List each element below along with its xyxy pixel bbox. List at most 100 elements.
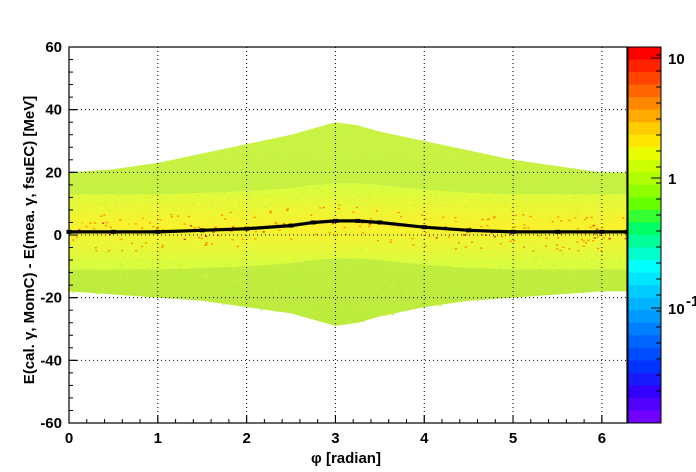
heatmap-cell xyxy=(253,294,256,296)
heatmap-cell xyxy=(78,229,81,231)
heatmap-cell xyxy=(168,250,171,252)
colorbar-segment xyxy=(628,147,661,161)
heatmap-cell xyxy=(212,231,215,233)
heatmap-cell xyxy=(432,174,435,176)
y-tick-label: 20 xyxy=(45,164,62,181)
heatmap-cell xyxy=(286,176,289,178)
heatmap-cell xyxy=(529,163,532,165)
heatmap-cell xyxy=(425,200,428,202)
heatmap-cell xyxy=(233,280,236,282)
heatmap-cell xyxy=(462,179,465,181)
heatmap-cell xyxy=(171,256,174,258)
heatmap-cell xyxy=(241,209,244,212)
heatmap-cell xyxy=(191,205,194,207)
heatmap-cell xyxy=(493,235,497,238)
heatmap-cell xyxy=(470,295,474,297)
heatmap-cell xyxy=(220,193,223,195)
heatmap-cell xyxy=(599,197,602,200)
heatmap-cell xyxy=(418,195,421,197)
heatmap-cell xyxy=(162,228,165,231)
heatmap-cell xyxy=(558,204,562,206)
heatmap-cell xyxy=(507,208,510,211)
heatmap-cell xyxy=(412,271,415,274)
heatmap-cell xyxy=(475,194,478,196)
heatmap-cell xyxy=(462,234,466,236)
heatmap-cell xyxy=(236,207,239,209)
heatmap-cell xyxy=(390,255,393,257)
heatmap-cell xyxy=(473,251,477,253)
heatmap-cell xyxy=(459,173,462,176)
heatmap-cell xyxy=(402,291,405,294)
heatmap-cell xyxy=(359,249,362,251)
heatmap-cell xyxy=(244,200,248,203)
heatmap-cell xyxy=(575,212,578,214)
heatmap-cell xyxy=(577,174,580,177)
heatmap-cell xyxy=(118,249,121,252)
heatmap-cell xyxy=(538,284,541,286)
heatmap-cell xyxy=(480,225,483,228)
heatmap-cell xyxy=(565,264,568,267)
heatmap-cell xyxy=(375,276,378,279)
y-tick-label: -40 xyxy=(40,352,62,369)
heatmap-cell xyxy=(266,278,270,280)
heatmap-cell xyxy=(118,195,121,197)
heatmap-cell xyxy=(594,254,598,256)
heatmap-cell xyxy=(272,278,275,280)
heatmap-cell xyxy=(190,237,193,239)
heatmap-cell xyxy=(561,254,564,257)
profile-point xyxy=(288,223,294,228)
heatmap-cell xyxy=(78,220,81,222)
colorbar-label-mid: 1 xyxy=(668,171,676,188)
heatmap-cell xyxy=(383,242,386,245)
heatmap-cell xyxy=(599,193,602,195)
heatmap-cell xyxy=(232,208,235,210)
heatmap-cell xyxy=(110,206,113,209)
heatmap-cell xyxy=(394,285,397,287)
heatmap-cell xyxy=(300,138,303,140)
heatmap-cell xyxy=(115,243,118,245)
heatmap-cell xyxy=(152,225,155,228)
heatmap-cell xyxy=(106,221,109,224)
heatmap-cell xyxy=(443,157,446,159)
heatmap-cell xyxy=(264,229,267,231)
heatmap-cell xyxy=(339,210,342,212)
heatmap-cell xyxy=(406,201,409,204)
heatmap-cell xyxy=(577,209,580,211)
heatmap-cell xyxy=(488,193,491,196)
heatmap-cell xyxy=(318,149,321,152)
heatmap-cell xyxy=(498,205,502,208)
profile-point xyxy=(466,228,472,233)
heatmap-cell xyxy=(107,209,110,212)
heatmap-cell xyxy=(157,224,161,226)
heatmap-cell xyxy=(241,276,245,279)
heatmap-cell xyxy=(381,191,384,193)
heatmap-cell xyxy=(491,186,494,189)
heatmap-cell xyxy=(621,251,624,253)
heatmap-cell xyxy=(456,156,459,158)
heatmap-cell xyxy=(500,275,503,277)
heatmap-cell xyxy=(319,207,322,209)
heatmap-cell xyxy=(491,156,494,159)
heatmap-cell xyxy=(594,233,597,235)
heatmap-cell xyxy=(154,187,158,189)
heatmap-cell xyxy=(399,151,402,153)
heatmap-cell xyxy=(155,202,158,204)
heatmap-cell xyxy=(247,258,250,260)
dense-core xyxy=(69,183,627,270)
heatmap-cell xyxy=(95,250,98,252)
heatmap-cell xyxy=(257,163,260,165)
heatmap-cell xyxy=(499,180,502,182)
heatmap-cell xyxy=(595,228,599,230)
colorbar-segment xyxy=(628,372,661,386)
heatmap-cell xyxy=(78,175,82,177)
y-tick-label: -20 xyxy=(40,290,62,307)
heatmap-cell xyxy=(608,277,611,279)
heatmap-cell xyxy=(262,169,265,171)
heatmap-cell xyxy=(315,146,319,148)
heatmap-cell xyxy=(529,265,532,267)
heatmap-cell xyxy=(552,271,556,273)
heatmap-cell xyxy=(268,285,272,287)
heatmap-cell xyxy=(583,218,587,221)
heatmap-cell xyxy=(576,226,579,229)
heatmap-cell xyxy=(360,197,363,199)
